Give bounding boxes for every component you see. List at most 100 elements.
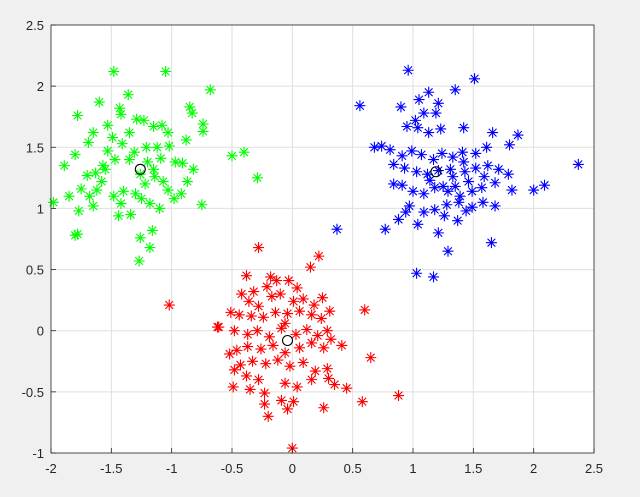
- data-point: [308, 299, 320, 311]
- data-point: [233, 309, 245, 321]
- data-point: [84, 190, 96, 202]
- data-point: [163, 299, 175, 311]
- x-tick-label: 0: [289, 461, 296, 476]
- y-tick-label: -0.5: [22, 385, 44, 400]
- data-point: [412, 218, 424, 230]
- data-point: [454, 190, 466, 202]
- data-point: [272, 354, 284, 366]
- data-point: [266, 290, 278, 302]
- x-tick-label: 2: [530, 461, 537, 476]
- data-point: [376, 140, 388, 152]
- data-point: [168, 193, 180, 205]
- axes-box: [50, 24, 595, 454]
- data-point: [87, 127, 99, 139]
- data-point: [115, 198, 127, 210]
- data-point: [260, 358, 272, 370]
- data-point: [384, 144, 396, 156]
- x-tick-label: 1: [409, 461, 416, 476]
- y-tick-label: 1: [37, 201, 44, 216]
- data-point: [114, 102, 126, 114]
- data-point: [424, 174, 436, 186]
- data-point: [313, 250, 325, 262]
- data-point: [131, 113, 143, 125]
- data-point: [244, 383, 256, 395]
- data-point: [447, 171, 459, 183]
- data-point: [47, 196, 59, 208]
- data-point: [460, 205, 472, 217]
- data-point: [432, 165, 444, 177]
- data-point: [129, 188, 141, 200]
- data-point: [113, 210, 125, 222]
- data-point: [117, 185, 129, 197]
- x-tick-label: 1.5: [464, 461, 482, 476]
- data-point: [456, 146, 468, 158]
- data-point: [297, 293, 309, 305]
- data-point: [274, 288, 286, 300]
- data-point: [108, 190, 120, 202]
- data-point: [452, 215, 464, 227]
- data-point: [115, 108, 127, 120]
- data-point: [512, 129, 524, 141]
- data-point: [411, 267, 423, 279]
- data-point: [331, 223, 343, 235]
- data-point: [157, 176, 169, 188]
- data-point: [123, 154, 135, 166]
- data-point: [169, 156, 181, 168]
- data-point: [418, 206, 430, 218]
- data-point: [284, 360, 296, 372]
- data-point: [485, 237, 497, 249]
- data-point: [238, 146, 250, 158]
- data-point: [359, 304, 371, 316]
- data-point: [181, 176, 193, 188]
- data-point: [489, 200, 501, 212]
- data-point: [259, 387, 271, 399]
- data-point: [197, 125, 209, 137]
- data-point: [139, 178, 151, 190]
- data-point: [341, 382, 353, 394]
- data-point: [294, 342, 306, 354]
- data-point: [72, 228, 84, 240]
- data-point: [356, 396, 368, 408]
- data-point: [482, 160, 494, 172]
- data-point: [393, 390, 405, 402]
- data-point: [136, 193, 147, 205]
- data-point: [469, 73, 481, 85]
- data-point: [283, 275, 295, 287]
- data-point: [399, 162, 411, 174]
- tick-labels: -2 -1.5 -1 -0.5 0 0.5 1 1.5 2 2.5 -1 -0.5 0 0.5 1 1.5 2 2…: [22, 18, 603, 476]
- data-point: [204, 84, 216, 96]
- data-point: [396, 150, 408, 162]
- data-point: [163, 140, 175, 152]
- data-point: [90, 167, 102, 179]
- data-point: [87, 200, 99, 212]
- data-point: [288, 396, 300, 408]
- data-point: [73, 205, 85, 217]
- data-point: [162, 127, 174, 139]
- data-point: [481, 141, 493, 153]
- data-point: [400, 206, 412, 218]
- data-point: [123, 127, 135, 139]
- plot-area: [51, 25, 594, 453]
- data-point: [459, 166, 471, 178]
- data-point: [197, 118, 209, 130]
- data-point: [187, 163, 199, 175]
- data-point: [149, 171, 161, 183]
- data-point: [403, 200, 415, 212]
- data-point: [234, 359, 246, 371]
- data-point: [116, 138, 128, 150]
- data-point: [396, 179, 408, 191]
- data-point: [438, 210, 450, 222]
- data-point: [154, 202, 166, 214]
- data-point: [442, 245, 454, 257]
- data-point: [423, 86, 435, 98]
- data-point: [180, 134, 192, 146]
- data-point: [432, 97, 444, 109]
- data-point: [69, 229, 81, 241]
- centroid-marker: [134, 163, 146, 175]
- data-point: [458, 156, 470, 168]
- axis-ticks: [50, 24, 595, 454]
- data-point: [93, 96, 105, 108]
- data-point: [259, 398, 271, 410]
- data-point: [504, 139, 516, 151]
- data-point: [240, 270, 252, 282]
